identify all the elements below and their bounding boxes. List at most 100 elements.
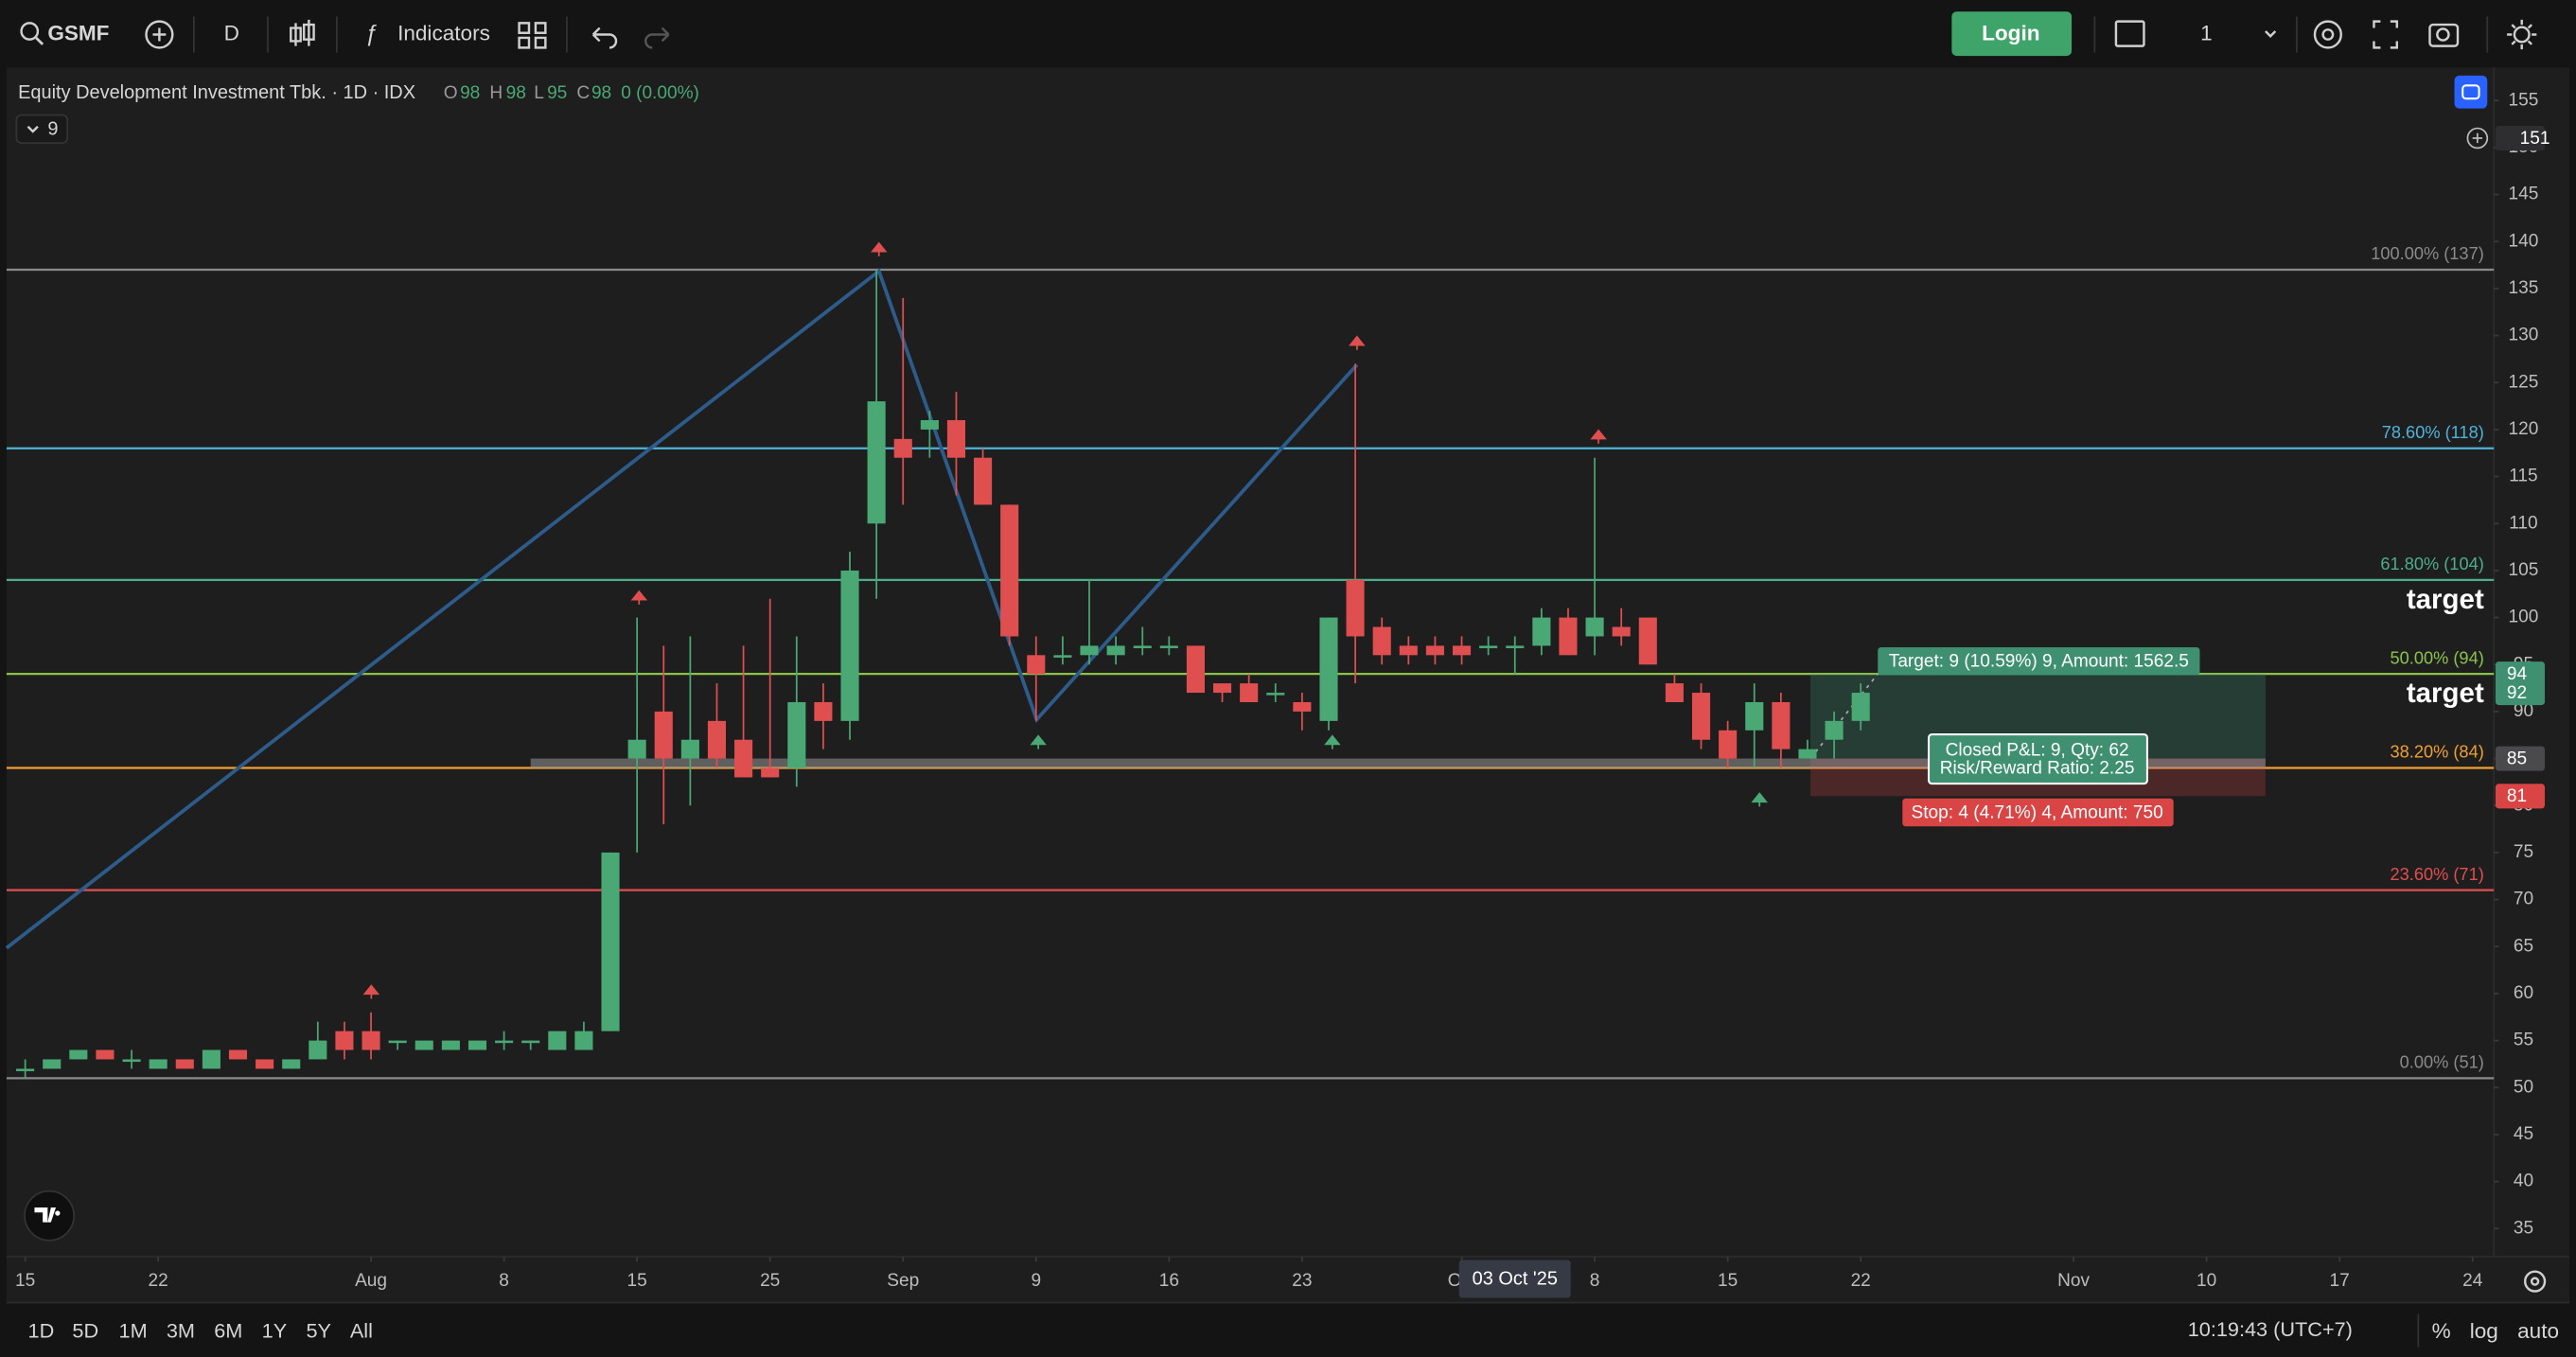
layout-button[interactable] [2114, 20, 2145, 47]
pnl-label: Closed P&L: 9, Qty: 62 [1946, 740, 2129, 760]
indicators-toggle[interactable] [15, 114, 69, 144]
add-alert-icon [2472, 132, 2483, 144]
sync-button[interactable] [2454, 75, 2488, 109]
candle-body [761, 767, 780, 778]
price-tag-label: 92 [2507, 683, 2527, 703]
candle-body [1665, 683, 1684, 702]
candle-body [1851, 693, 1870, 721]
auto-toggle[interactable]: auto [2517, 1319, 2559, 1343]
candle-body [468, 1040, 487, 1050]
candle-body [495, 1040, 514, 1044]
ohlc-label: L [534, 83, 544, 103]
x-tick-label: Sep [887, 1271, 919, 1291]
layout-dropdown[interactable] [2265, 30, 2277, 38]
candle-body [1399, 645, 1418, 656]
pivot-arrows [362, 241, 1768, 999]
layout-count[interactable]: 1 [2200, 21, 2213, 44]
candle-body [1293, 701, 1312, 712]
candle-body [175, 1059, 194, 1069]
compare-button[interactable] [145, 20, 174, 49]
annotation: target [2407, 678, 2484, 709]
range-button[interactable]: 6M [214, 1319, 242, 1343]
y-tick-label: 40 [2514, 1172, 2533, 1191]
interval[interactable]: D [224, 21, 239, 44]
candle-body [256, 1059, 274, 1069]
range-button[interactable]: 1M [119, 1319, 148, 1343]
chart-type-button[interactable] [290, 19, 315, 46]
range-button[interactable]: 1D [28, 1319, 55, 1343]
change: 0 (0.00%) [621, 83, 699, 103]
candle-body [388, 1040, 407, 1044]
indicators-button[interactable]: Indicators [397, 21, 490, 44]
x-tick-label: Aug [355, 1271, 387, 1291]
search-icon[interactable] [20, 22, 40, 41]
redo-button[interactable] [644, 26, 670, 49]
percent-toggle[interactable]: % [2432, 1319, 2451, 1343]
price-tag-label: 94 [2507, 664, 2528, 684]
candle-body [1027, 655, 1046, 675]
candle-body [149, 1059, 168, 1069]
fib-label: 23.60% (71) [2391, 865, 2484, 884]
y-tick-label: 60 [2514, 983, 2533, 1003]
pivot-low [1030, 734, 1047, 749]
theme-button[interactable] [2513, 26, 2531, 44]
range-button[interactable]: 5Y [307, 1319, 332, 1343]
trade-path [1809, 673, 1879, 760]
price-tag [2495, 661, 2546, 687]
candle-body [202, 1049, 221, 1069]
y-tick-label: 135 [2509, 278, 2539, 298]
candle-body [122, 1059, 141, 1063]
candle-body [1798, 749, 1817, 759]
fib-label: 61.80% (104) [2380, 555, 2483, 573]
candle-body [1133, 645, 1152, 648]
sync-icon [2461, 84, 2480, 100]
login-label[interactable]: Login [1982, 21, 2039, 44]
settings-icon [2321, 28, 2335, 41]
target-label-box [1878, 647, 2200, 676]
price-tag [2495, 746, 2546, 771]
log-toggle[interactable]: log [2470, 1319, 2498, 1343]
price-tag [2495, 680, 2546, 706]
axis-settings[interactable] [2523, 1270, 2547, 1293]
candle-body [1053, 655, 1072, 658]
pivot-high [630, 590, 648, 605]
candle-body [867, 401, 886, 524]
pivot-high [870, 241, 888, 256]
position-tool [530, 673, 2266, 797]
fib-label: 100.00% (137) [2371, 244, 2484, 263]
x-tick-label: 24 [2462, 1271, 2483, 1291]
candle-body [574, 1031, 593, 1050]
candle-body [1612, 626, 1631, 637]
x-tick-label: 25 [760, 1271, 780, 1291]
login-button[interactable] [1951, 11, 2073, 57]
symbol[interactable]: GSMF [47, 21, 109, 44]
templates-button[interactable] [518, 22, 547, 49]
candle-body [521, 1040, 540, 1044]
toggle-chevron [26, 125, 39, 133]
x-tick-label: 8 [1590, 1271, 1600, 1291]
range-button[interactable]: 5D [72, 1319, 98, 1343]
x-tick-label: 8 [499, 1271, 509, 1291]
instrument-name: Equity Development Investment Tbk. · 1D … [18, 82, 415, 103]
settings-button[interactable] [2313, 20, 2342, 49]
undo-button[interactable] [591, 26, 618, 49]
ohlc-value: 98 [591, 83, 611, 103]
x-tick-label: 22 [1851, 1271, 1871, 1291]
pivot-high [1590, 429, 1607, 444]
y-tick-label: 155 [2509, 90, 2539, 110]
range-button[interactable]: All [350, 1319, 373, 1343]
candle-body [1691, 693, 1711, 740]
range-button[interactable]: 1Y [262, 1319, 288, 1343]
ohlc-label: O [444, 83, 458, 103]
logo-mark [34, 1207, 61, 1223]
candle-body [309, 1040, 327, 1060]
add-alert-button[interactable] [2466, 127, 2489, 150]
candle-body [1346, 579, 1365, 637]
ohlc-label: H [489, 83, 503, 103]
candle-body [1240, 683, 1259, 702]
indicator-count[interactable]: 9 [47, 118, 58, 139]
range-button[interactable]: 3M [167, 1319, 195, 1343]
screenshot-button[interactable] [2428, 23, 2460, 47]
fullscreen-button[interactable] [2373, 20, 2398, 49]
x-tick-label: 23 [1292, 1271, 1312, 1291]
